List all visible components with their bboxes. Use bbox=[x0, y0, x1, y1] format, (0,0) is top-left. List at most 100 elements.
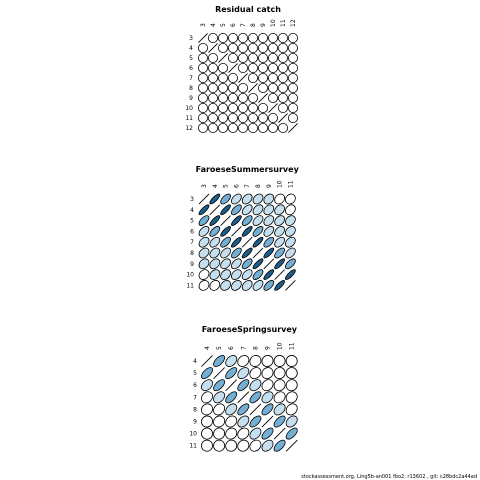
diagonal-mark bbox=[220, 215, 231, 226]
correlation-ellipse bbox=[287, 53, 298, 64]
correlation-ellipse bbox=[201, 367, 213, 380]
row-tick-label: 7 bbox=[193, 394, 197, 401]
correlation-ellipse bbox=[213, 403, 226, 416]
correlation-ellipse bbox=[231, 215, 242, 226]
row-tick-label: 10 bbox=[185, 105, 193, 112]
correlation-ellipse bbox=[285, 258, 296, 270]
correlation-ellipse bbox=[247, 33, 258, 44]
correlation-ellipse bbox=[227, 83, 238, 94]
correlation-ellipse bbox=[231, 193, 242, 205]
row-tick-label: 11 bbox=[186, 282, 194, 289]
correlation-ellipse bbox=[220, 193, 231, 205]
row-tick-label: 4 bbox=[189, 45, 193, 52]
correlation-ellipse bbox=[277, 93, 288, 104]
correlation-ellipse bbox=[227, 43, 238, 54]
correlation-ellipse bbox=[241, 280, 253, 291]
correlation-ellipse bbox=[285, 379, 298, 392]
column-tick-label: 5 bbox=[216, 346, 223, 350]
correlation-ellipse bbox=[287, 43, 298, 54]
correlation-ellipse bbox=[261, 427, 274, 440]
correlation-ellipse bbox=[198, 247, 210, 259]
correlation-ellipse bbox=[197, 103, 208, 114]
column-tick-label: 3 bbox=[200, 23, 207, 27]
correlation-ellipse bbox=[209, 247, 221, 259]
correlation-ellipse bbox=[274, 226, 285, 237]
correlation-ellipse bbox=[197, 83, 208, 94]
correlation-ellipse bbox=[287, 63, 298, 74]
correlation-ellipse bbox=[227, 93, 238, 104]
correlation-ellipse bbox=[220, 258, 231, 270]
row-tick-label: 3 bbox=[190, 196, 194, 203]
column-tick-label: 6 bbox=[233, 184, 240, 188]
correlation-ellipse bbox=[225, 403, 238, 416]
correlation-ellipse bbox=[274, 258, 285, 270]
correlation-ellipse bbox=[252, 193, 264, 205]
correlation-ellipse bbox=[241, 193, 253, 205]
correlation-ellipse bbox=[241, 269, 253, 280]
correlation-ellipse bbox=[207, 73, 218, 84]
correlation-ellipse bbox=[287, 33, 298, 44]
correlation-ellipse bbox=[263, 215, 275, 226]
correlation-ellipse bbox=[252, 215, 264, 226]
diagonal-mark bbox=[198, 33, 208, 43]
correlation-ellipse bbox=[257, 63, 268, 74]
correlation-ellipse bbox=[227, 123, 238, 134]
correlation-ellipse bbox=[198, 269, 210, 280]
correlation-ellipse bbox=[220, 204, 231, 216]
correlation-ellipse bbox=[213, 379, 226, 392]
row-tick-label: 7 bbox=[189, 75, 193, 82]
correlation-ellipse bbox=[267, 63, 278, 74]
correlation-ellipse bbox=[263, 269, 275, 280]
correlation-ellipse bbox=[257, 33, 268, 44]
correlation-ellipse bbox=[261, 355, 274, 367]
row-tick-label: 6 bbox=[190, 228, 194, 235]
diagonal-mark bbox=[225, 379, 238, 392]
correlation-ellipse bbox=[201, 403, 213, 416]
correlation-ellipse bbox=[198, 204, 210, 216]
correlation-ellipse bbox=[207, 93, 218, 104]
correlation-ellipse bbox=[227, 113, 238, 124]
correlation-ellipse bbox=[285, 427, 298, 440]
correlation-ellipse bbox=[237, 63, 248, 74]
row-tick-label: 10 bbox=[189, 431, 197, 438]
correlation-ellipse bbox=[285, 367, 298, 380]
diagonal-mark bbox=[288, 123, 298, 133]
correlation-ellipse bbox=[207, 33, 218, 44]
correlation-ellipse bbox=[197, 43, 208, 54]
correlation-ellipse bbox=[207, 123, 218, 134]
correlation-ellipse bbox=[220, 236, 231, 248]
correlation-ellipse bbox=[277, 103, 288, 114]
correlation-ellipse bbox=[263, 226, 275, 237]
correlation-ellipse bbox=[237, 33, 248, 44]
correlation-ellipse bbox=[274, 236, 285, 248]
correlation-ellipse bbox=[217, 63, 228, 74]
row-tick-label: 9 bbox=[193, 419, 197, 426]
correlation-ellipse bbox=[237, 93, 248, 104]
correlation-ellipse bbox=[197, 113, 208, 124]
column-tick-label: 11 bbox=[287, 180, 294, 188]
correlation-ellipse bbox=[252, 226, 264, 237]
diagonal-mark bbox=[237, 391, 250, 404]
correlation-ellipse bbox=[213, 415, 226, 428]
row-tick-label: 12 bbox=[185, 125, 193, 132]
column-tick-label: 11 bbox=[289, 342, 296, 350]
row-tick-label: 8 bbox=[193, 406, 197, 413]
correlation-ellipse bbox=[263, 193, 275, 205]
row-tick-label: 6 bbox=[193, 382, 197, 389]
correlation-ellipse bbox=[231, 204, 242, 216]
correlation-ellipse bbox=[285, 215, 296, 226]
correlation-ellipse bbox=[220, 280, 231, 291]
column-tick-label: 12 bbox=[290, 19, 297, 27]
correlation-ellipse bbox=[285, 204, 296, 216]
correlation-ellipse bbox=[247, 93, 258, 104]
correlation-ellipse bbox=[231, 269, 242, 280]
correlation-ellipse bbox=[249, 415, 262, 428]
correlation-ellipse bbox=[237, 103, 248, 114]
row-tick-label: 5 bbox=[189, 55, 193, 62]
correlation-ellipse bbox=[247, 63, 258, 74]
correlation-ellipse bbox=[225, 439, 238, 452]
correlation-ellipse bbox=[217, 33, 228, 44]
correlation-ellipse bbox=[273, 391, 286, 404]
diagonal-mark bbox=[252, 247, 264, 259]
diagonal-mark bbox=[201, 355, 213, 367]
